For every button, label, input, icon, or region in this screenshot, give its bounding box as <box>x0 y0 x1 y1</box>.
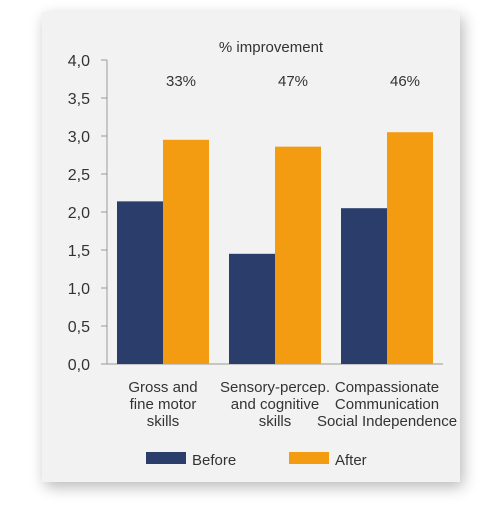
bar-before <box>117 201 163 364</box>
bar-before <box>341 208 387 364</box>
chart-title: % improvement <box>219 39 324 56</box>
y-tick-label: 1,0 <box>68 281 90 298</box>
legend-label-before: Before <box>192 452 236 469</box>
y-tick-label: 2,0 <box>68 205 90 222</box>
legend-swatch-before <box>146 452 186 464</box>
y-tick-label: 3,0 <box>68 129 90 146</box>
legend-label-after: After <box>335 452 367 469</box>
bar-after <box>275 146 321 364</box>
x-category-label: skills <box>147 413 180 430</box>
bar-after <box>163 139 209 364</box>
x-category-label: skills <box>259 413 292 430</box>
x-category-label: Communication <box>335 396 439 413</box>
x-category-label: Compassionate <box>335 379 439 396</box>
x-category-label: fine motor <box>130 396 197 413</box>
bar-after <box>387 132 433 364</box>
y-tick-label: 1,5 <box>68 243 90 260</box>
percent-annotation: 47% <box>278 73 308 90</box>
x-category-label: Sensory-percep. <box>220 379 330 396</box>
bar-before <box>229 253 275 364</box>
y-tick-label: 4,0 <box>68 53 90 70</box>
y-tick-label: 0,5 <box>68 319 90 336</box>
percent-annotation: 46% <box>390 73 420 90</box>
y-tick-label: 2,5 <box>68 167 90 184</box>
x-category-label: Gross and <box>128 379 197 396</box>
percent-annotation: 33% <box>166 73 196 90</box>
y-tick-label: 0,0 <box>68 357 90 374</box>
x-category-label: Social Independence <box>317 413 457 430</box>
legend-swatch-after <box>289 452 329 464</box>
y-tick-label: 3,5 <box>68 91 90 108</box>
x-category-label: and cognitive <box>231 396 319 413</box>
